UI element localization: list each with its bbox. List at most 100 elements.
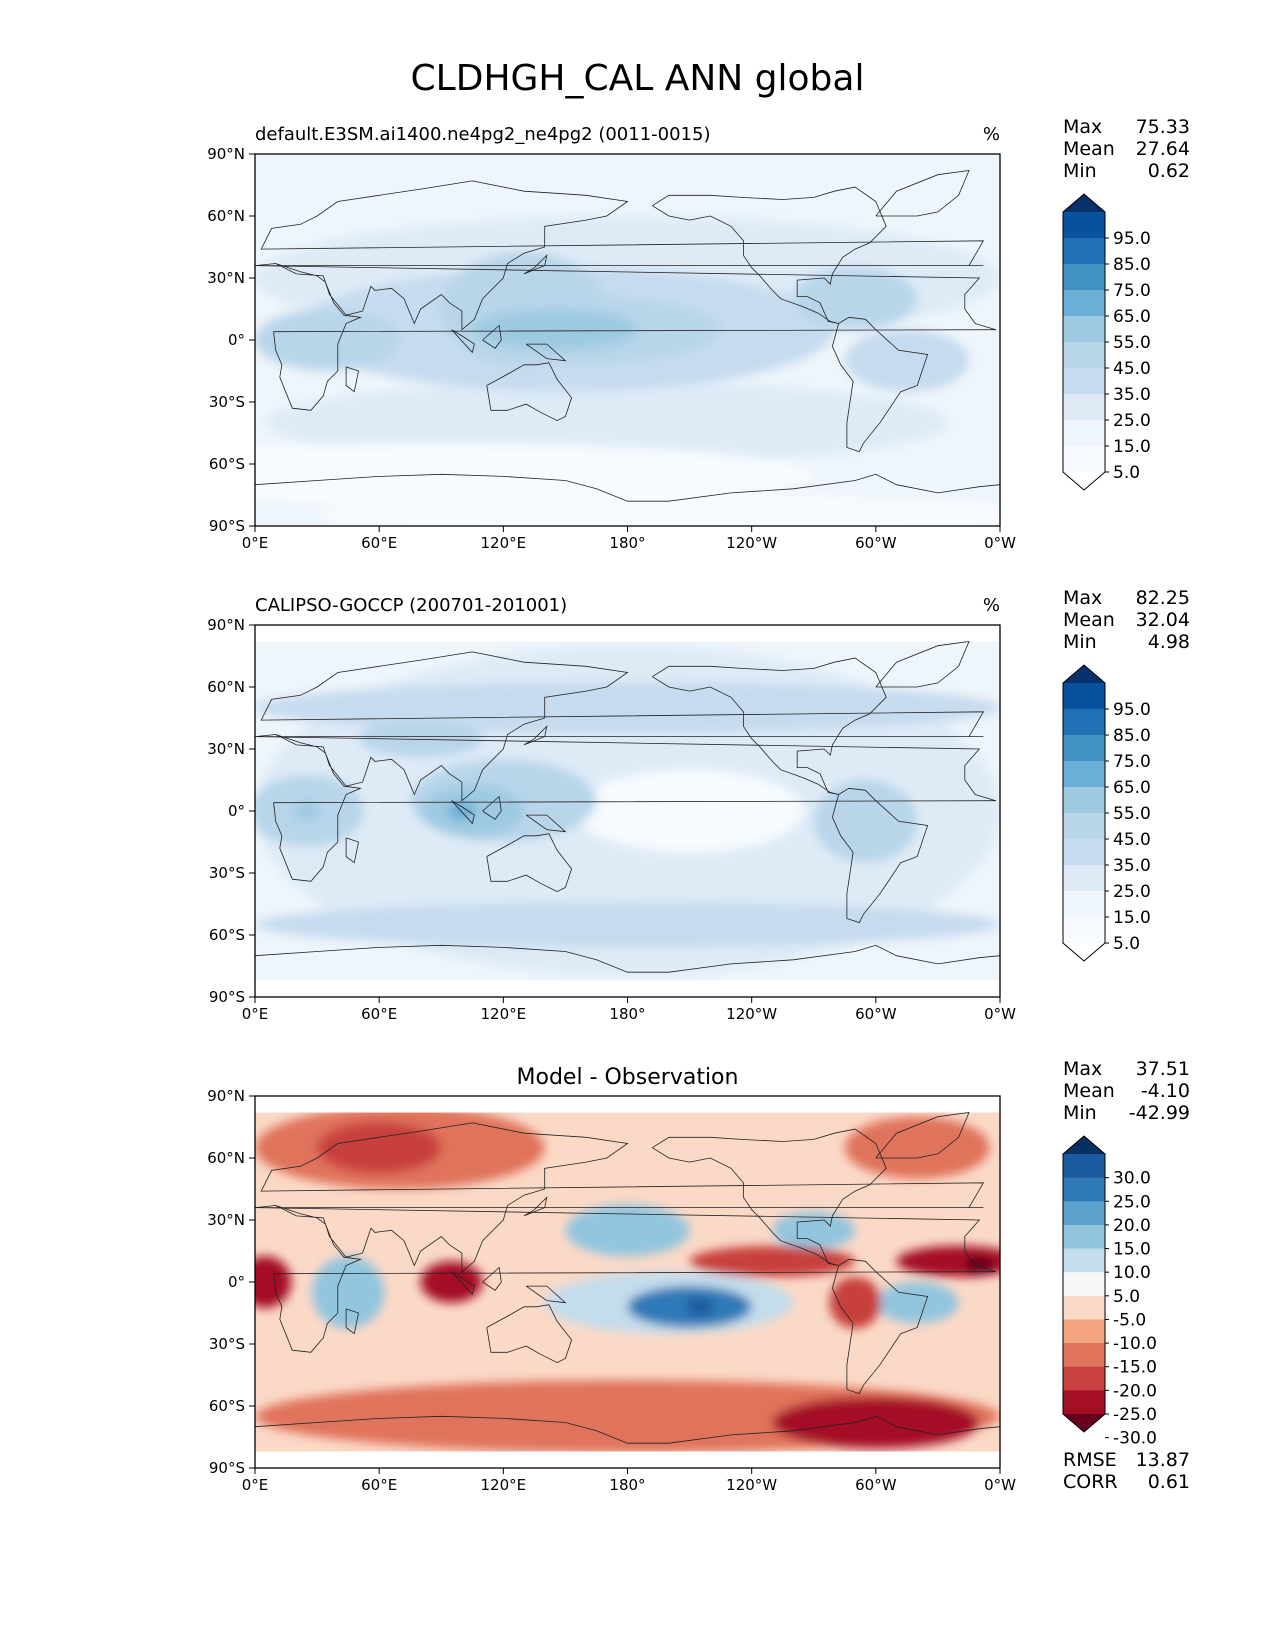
colorbar: 95.0 85.0 75.0 65.0 55.0 45.0 35.0 25.0 15.0 5.0 [1062, 664, 1151, 962]
lon-tick-label: 0°W [984, 1476, 1016, 1494]
field-region [317, 1121, 442, 1174]
coastlines [255, 170, 1000, 502]
figure-title: CLDHGH_CAL ANN global [410, 58, 865, 99]
panel-units: % [983, 595, 1000, 616]
lat-tick-label: 60°N [207, 678, 245, 696]
colorbar-segment [1063, 316, 1105, 343]
lon-tick-label: 0°E [242, 534, 269, 552]
colorbar-segment [1063, 761, 1105, 788]
panel-title: Model - Observation [517, 1065, 739, 1090]
colorbar-segment [1063, 446, 1105, 473]
colorbar-label: 75.0 [1113, 281, 1151, 301]
colorbar-segment [1063, 891, 1105, 918]
colorbar-label: -10.0 [1113, 1334, 1157, 1354]
colorbar-label: 20.0 [1113, 1216, 1151, 1236]
field-region [772, 1396, 980, 1449]
coastline [255, 651, 997, 882]
lon-tick-label: 120°E [481, 1476, 527, 1494]
field-region [875, 1282, 959, 1324]
coastline [486, 1304, 573, 1364]
colorbar-segment [1063, 342, 1105, 369]
lon-tick-label: 120°E [481, 534, 527, 552]
colorbar-segment [1063, 264, 1105, 291]
lat-tick-label: 60°S [209, 926, 245, 944]
colorbar-label: -25.0 [1113, 1405, 1157, 1425]
field-peak [447, 802, 476, 820]
colorbar-label: 10.0 [1113, 1263, 1151, 1283]
no-data-band [255, 980, 1000, 997]
coastline [255, 473, 1000, 502]
lon-tick-label: 0°E [242, 1005, 269, 1023]
colorbar-label: -20.0 [1113, 1381, 1157, 1401]
coastline [345, 1308, 359, 1335]
colorbar-segment [1063, 1390, 1105, 1415]
colorbar-segment [1063, 735, 1105, 762]
stat-label: Mean [1063, 609, 1115, 631]
colorbar-segment [1063, 394, 1105, 421]
lon-tick-label: 120°W [726, 534, 777, 552]
colorbar-extend-min [1063, 472, 1105, 490]
colorbar-label: -5.0 [1113, 1310, 1146, 1330]
colorbar-label: 30.0 [1113, 1169, 1151, 1189]
colorbar-segment [1063, 917, 1105, 944]
colorbar: 30.0 25.0 20.0 15.0 10.0 5.0 -5.0 -10.0 -15.0 -20… [1062, 1135, 1157, 1449]
coastline [255, 1415, 1000, 1444]
stat-value: -42.99 [1129, 1102, 1190, 1124]
coastline [525, 1285, 567, 1304]
colorbar-label: 45.0 [1113, 830, 1151, 850]
colorbar-label: 95.0 [1113, 229, 1151, 249]
coastline [486, 833, 573, 893]
stat-value: 32.04 [1136, 609, 1190, 631]
metric-value: 0.61 [1148, 1471, 1190, 1493]
colorbar-label: 5.0 [1113, 1287, 1140, 1307]
colorbar-extend-max [1063, 1136, 1105, 1154]
colorbar-label: 75.0 [1113, 752, 1151, 772]
lat-tick-label: 30°S [209, 864, 245, 882]
coastline [451, 1271, 475, 1296]
coastline [451, 329, 475, 354]
stat-value: 0.62 [1148, 160, 1190, 182]
coastline [525, 343, 567, 362]
stat-value: 4.98 [1148, 631, 1190, 653]
colorbar-label: -30.0 [1113, 1429, 1157, 1449]
lat-tick-label: 90°S [209, 1459, 245, 1477]
lat-tick-label: 30°S [209, 393, 245, 411]
colorbar-segment [1063, 1343, 1105, 1368]
colorbar-label: 55.0 [1113, 804, 1151, 824]
stat-label: Mean [1063, 138, 1115, 160]
stat-label: Min [1063, 631, 1097, 653]
field-region [265, 381, 949, 464]
colorbar-label: 65.0 [1113, 778, 1151, 798]
lon-tick-label: 120°E [481, 1005, 527, 1023]
lon-tick-label: 0°E [242, 1476, 269, 1494]
coastline [255, 1122, 997, 1353]
colorbar-segment [1063, 368, 1105, 395]
lat-tick-label: 60°N [207, 1149, 245, 1167]
colorbar-segment [1063, 787, 1105, 814]
field-region [255, 1256, 292, 1308]
stat-value: -4.10 [1141, 1080, 1190, 1102]
coastline [831, 1258, 929, 1395]
lon-tick-label: 120°W [726, 1476, 777, 1494]
colorbar-segment [1063, 839, 1105, 866]
colorbar-label: 35.0 [1113, 385, 1151, 405]
lon-tick-label: 60°E [361, 1476, 397, 1494]
coastline [831, 316, 929, 453]
colorbar-segment [1063, 238, 1105, 265]
lat-tick-label: 90°N [207, 616, 245, 634]
colorbar-label: 85.0 [1113, 726, 1151, 746]
coastline [831, 787, 929, 924]
colorbar-segment [1063, 683, 1105, 710]
field-region [255, 443, 814, 506]
colorbar-label: 45.0 [1113, 359, 1151, 379]
coastline [345, 366, 359, 393]
field-region [255, 901, 1000, 948]
field-peak [303, 331, 332, 349]
colorbar-segment [1063, 1272, 1105, 1297]
lat-tick-label: 60°S [209, 1397, 245, 1415]
coastline [482, 795, 502, 820]
colorbar-extend-min [1063, 943, 1105, 961]
colorbar-segment [1063, 1248, 1105, 1273]
colorbar-segment [1063, 1366, 1105, 1391]
